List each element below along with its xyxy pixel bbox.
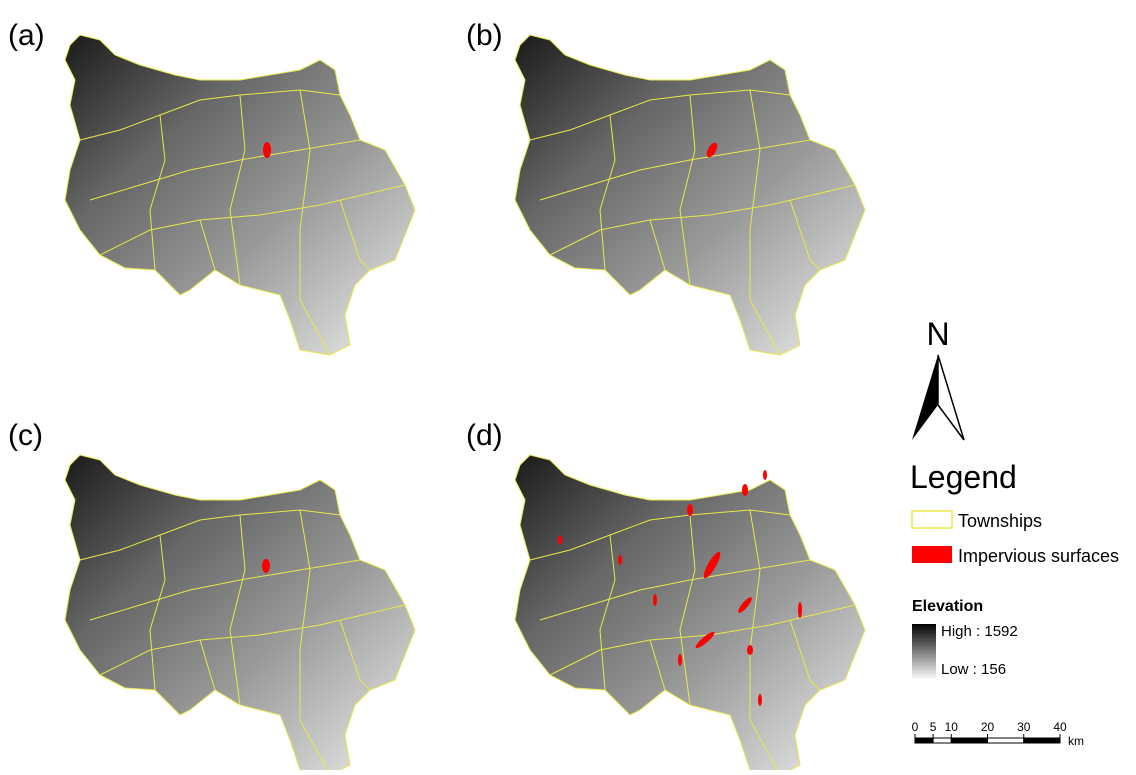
scale-label: 30 <box>1017 720 1031 734</box>
scale-label: 20 <box>981 720 995 734</box>
legend-swatch <box>912 546 952 563</box>
panel-label: (c) <box>8 419 43 452</box>
scale-segment <box>915 738 933 743</box>
scale-segment <box>933 738 951 743</box>
impervious-patch <box>262 559 270 573</box>
scale-segment <box>988 738 1024 743</box>
map-panel-a <box>65 35 415 355</box>
scale-label: 40 <box>1053 720 1067 734</box>
panel-label: (b) <box>466 19 503 52</box>
legend-swatch <box>912 511 952 528</box>
scale-segment <box>951 738 987 743</box>
legend-item: Townships <box>958 511 1042 531</box>
elevation-high: High : 1592 <box>941 623 1018 640</box>
legend-title: Legend <box>910 459 1017 495</box>
elevation-title: Elevation <box>912 598 983 615</box>
elevation-ramp <box>912 624 936 680</box>
figure: (a) (b) (c) (d) N Legend Townships Imper… <box>0 0 1136 770</box>
scale-segment <box>1024 738 1060 743</box>
map-panel-c <box>65 455 415 770</box>
map-panel-d <box>515 455 865 770</box>
impervious-patch <box>263 142 271 158</box>
panel-label: (a) <box>8 19 45 52</box>
map-panel-b <box>515 35 865 355</box>
legend-item: Impervious surfaces <box>958 546 1119 566</box>
panel-label: (d) <box>466 419 503 452</box>
scale-unit: km <box>1068 734 1084 748</box>
scale-label: 5 <box>930 720 937 734</box>
scale-label: 0 <box>912 720 919 734</box>
scale-label: 10 <box>945 720 959 734</box>
north-arrow <box>938 355 964 440</box>
north-label: N <box>926 316 949 352</box>
elevation-low: Low : 156 <box>941 661 1006 678</box>
north-arrow <box>912 355 938 440</box>
